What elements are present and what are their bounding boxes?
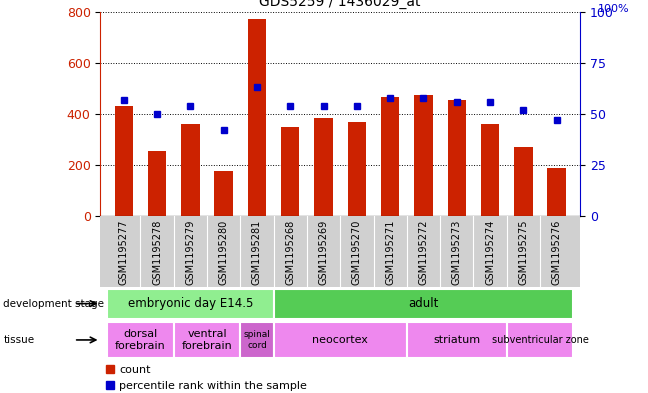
Bar [273,288,573,319]
Bar [507,322,573,358]
Text: GSM1195268: GSM1195268 [285,220,295,285]
Text: GSM1195274: GSM1195274 [485,220,495,285]
Text: GSM1195271: GSM1195271 [385,220,395,285]
Text: GSM1195280: GSM1195280 [218,220,229,285]
Bar [107,322,174,358]
Text: tissue: tissue [3,335,34,345]
Text: subventricular zone: subventricular zone [492,335,588,345]
Bar [174,322,240,358]
Text: GSM1195278: GSM1195278 [152,220,162,285]
Bar [248,19,266,216]
Text: adult: adult [408,297,439,310]
Text: spinal
cord: spinal cord [244,330,270,350]
Text: GSM1195279: GSM1195279 [185,220,195,285]
Y-axis label: 100%: 100% [597,4,629,14]
Text: GSM1195272: GSM1195272 [419,220,428,285]
Bar [281,127,299,216]
Bar [214,171,233,216]
Bar [115,106,133,216]
Bar [515,147,533,216]
Bar [348,122,366,216]
Text: GSM1195273: GSM1195273 [452,220,462,285]
Text: GSM1195276: GSM1195276 [551,220,562,285]
Text: striatum: striatum [433,335,480,345]
Bar [314,118,332,216]
Text: dorsal
forebrain: dorsal forebrain [115,329,166,351]
Bar [181,124,200,216]
Text: GSM1195270: GSM1195270 [352,220,362,285]
Bar [107,288,273,319]
Text: neocortex: neocortex [312,335,368,345]
Bar [481,124,499,216]
Text: embryonic day E14.5: embryonic day E14.5 [128,297,253,310]
Bar [273,322,407,358]
Bar [448,100,466,216]
Text: development stage: development stage [3,299,104,309]
Bar [148,151,166,216]
Title: GDS5259 / 1436029_at: GDS5259 / 1436029_at [259,0,421,9]
Bar [240,322,273,358]
Text: GSM1195277: GSM1195277 [119,220,129,285]
Text: GSM1195275: GSM1195275 [518,220,528,285]
Bar [414,95,433,216]
Bar [548,167,566,216]
Text: GSM1195269: GSM1195269 [319,220,329,285]
Text: ventral
forebrain: ventral forebrain [181,329,233,351]
Text: GSM1195281: GSM1195281 [252,220,262,285]
Bar [381,97,399,216]
Bar [407,322,507,358]
Legend: count, percentile rank within the sample: count, percentile rank within the sample [106,365,307,391]
